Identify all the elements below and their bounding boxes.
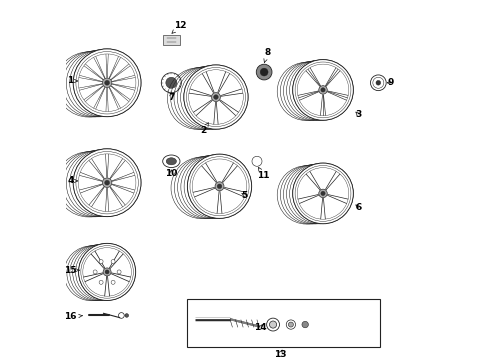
Text: 3: 3 bbox=[355, 111, 361, 120]
Circle shape bbox=[213, 95, 218, 99]
Circle shape bbox=[269, 321, 276, 328]
Circle shape bbox=[79, 243, 135, 301]
Circle shape bbox=[102, 178, 112, 188]
Bar bbox=[163, 35, 180, 45]
Text: 5: 5 bbox=[241, 191, 247, 200]
Circle shape bbox=[73, 149, 141, 217]
Circle shape bbox=[211, 93, 220, 102]
Text: 1: 1 bbox=[67, 76, 78, 85]
Text: 13: 13 bbox=[273, 350, 286, 359]
Circle shape bbox=[320, 191, 325, 195]
Circle shape bbox=[111, 260, 115, 264]
Text: 9: 9 bbox=[386, 78, 393, 87]
Circle shape bbox=[292, 60, 353, 120]
Circle shape bbox=[102, 78, 112, 87]
Circle shape bbox=[104, 180, 109, 185]
Text: 12: 12 bbox=[172, 21, 186, 33]
Circle shape bbox=[302, 321, 308, 328]
Circle shape bbox=[73, 49, 141, 117]
Circle shape bbox=[256, 64, 271, 80]
Circle shape bbox=[318, 189, 326, 198]
Text: 14: 14 bbox=[254, 323, 266, 332]
Ellipse shape bbox=[163, 155, 180, 167]
Circle shape bbox=[288, 322, 293, 327]
Circle shape bbox=[260, 68, 267, 76]
Circle shape bbox=[104, 80, 109, 85]
Circle shape bbox=[266, 318, 279, 331]
Ellipse shape bbox=[166, 158, 176, 165]
Circle shape bbox=[375, 80, 380, 85]
Circle shape bbox=[292, 163, 353, 224]
Circle shape bbox=[105, 270, 109, 274]
Circle shape bbox=[99, 260, 103, 264]
Circle shape bbox=[187, 154, 251, 219]
Circle shape bbox=[183, 65, 247, 129]
Text: 7: 7 bbox=[168, 93, 174, 102]
Text: 4: 4 bbox=[67, 176, 78, 185]
Circle shape bbox=[111, 280, 115, 284]
Circle shape bbox=[215, 182, 224, 191]
Text: 8: 8 bbox=[264, 48, 270, 63]
Circle shape bbox=[103, 268, 111, 276]
Circle shape bbox=[251, 156, 262, 166]
Bar bbox=[187, 299, 379, 347]
Circle shape bbox=[320, 88, 325, 92]
Circle shape bbox=[93, 270, 97, 274]
Circle shape bbox=[118, 312, 124, 318]
Circle shape bbox=[99, 280, 103, 284]
Circle shape bbox=[318, 86, 326, 94]
Circle shape bbox=[165, 77, 177, 88]
Text: 6: 6 bbox=[355, 203, 361, 212]
Text: 16: 16 bbox=[64, 312, 82, 321]
Circle shape bbox=[285, 320, 295, 329]
Text: 2: 2 bbox=[200, 123, 208, 135]
Circle shape bbox=[125, 314, 128, 317]
Circle shape bbox=[370, 75, 386, 91]
Circle shape bbox=[117, 270, 121, 274]
Circle shape bbox=[217, 184, 222, 189]
Text: 15: 15 bbox=[64, 266, 79, 275]
Text: 11: 11 bbox=[257, 167, 269, 180]
Circle shape bbox=[161, 73, 181, 93]
Text: 10: 10 bbox=[165, 169, 177, 178]
